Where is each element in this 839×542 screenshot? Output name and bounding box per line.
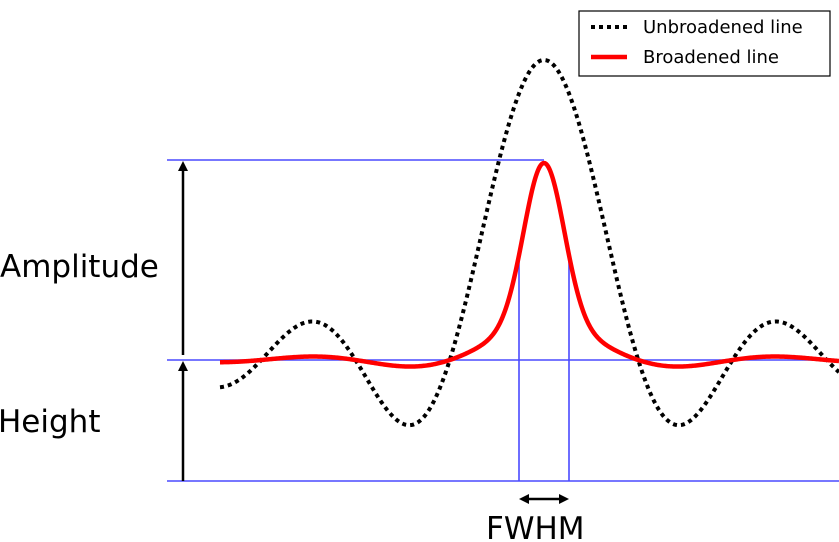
legend-box xyxy=(578,10,831,77)
broadened-line-curve xyxy=(219,160,839,369)
fwhm-label: FWHM xyxy=(486,511,585,542)
legend-unbroadened-label: Unbroadened line xyxy=(643,17,803,38)
legend-broadened-label: Broadened line xyxy=(643,47,779,68)
unbroadened-line-curve xyxy=(219,57,839,428)
amplitude-label: Amplitude xyxy=(0,249,159,285)
height-label: Height xyxy=(0,404,100,440)
legend: Unbroadened line Broadened line xyxy=(578,10,831,77)
